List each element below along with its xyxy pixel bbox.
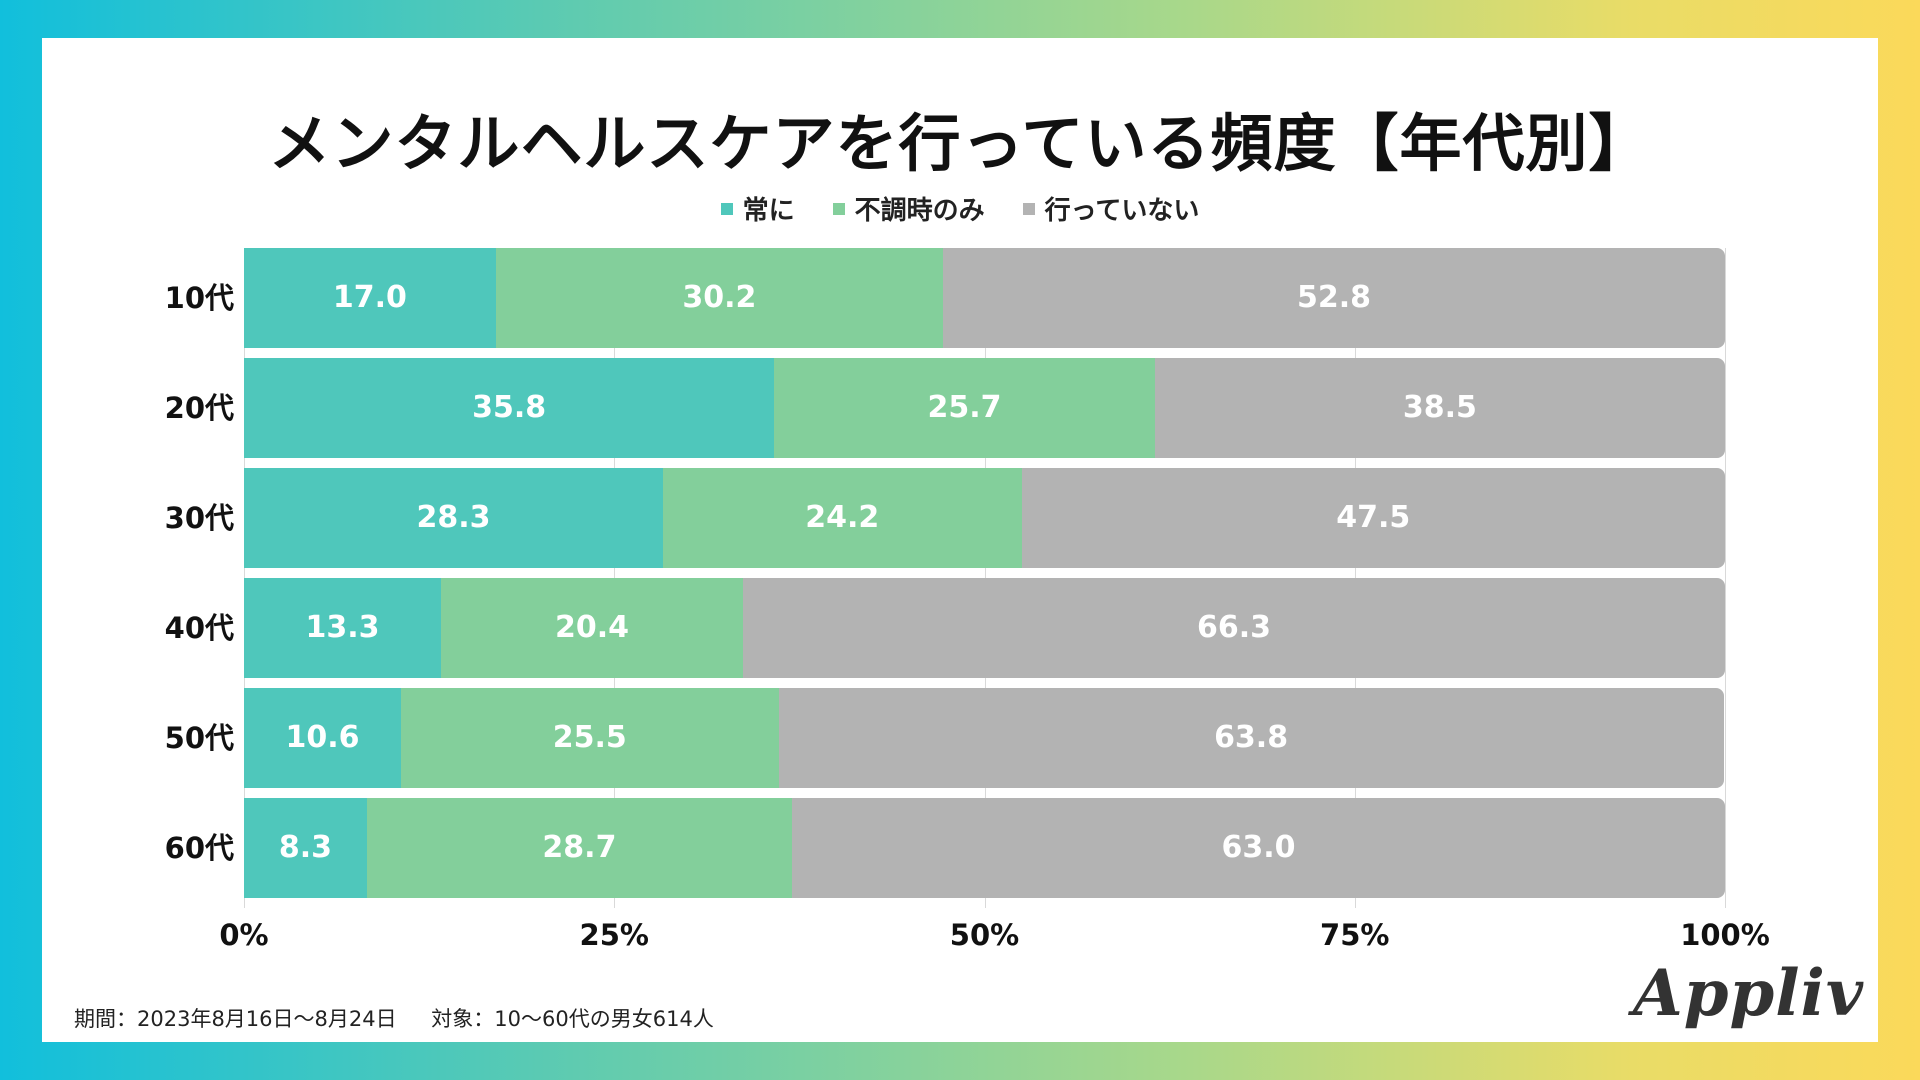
- bar-segment: 8.3: [244, 798, 367, 898]
- x-tick-label: 75%: [1320, 918, 1390, 952]
- bar-segment: 63.0: [791, 798, 1725, 898]
- legend-label: 常に: [742, 196, 795, 226]
- category-label: 50代: [164, 721, 234, 755]
- chart-legend: 常に 不調時のみ 行っていない: [42, 190, 1878, 227]
- bar-segment: 25.5: [400, 688, 779, 788]
- category-label: 40代: [164, 611, 234, 645]
- bar-segment: 30.2: [495, 248, 944, 348]
- survey-period: 期間：2023年8月16日〜8月24日: [74, 1007, 397, 1031]
- bar-row: 60代 8.3 28.7 63.0: [165, 798, 1725, 898]
- bar-segment: 28.3: [244, 468, 664, 568]
- bar-row: 10代 17.0 30.2 52.8: [165, 248, 1725, 348]
- bar-segment: 13.3: [244, 578, 441, 678]
- category-label: 60代: [164, 831, 234, 865]
- legend-swatch: [720, 202, 733, 215]
- x-tick-label: 100%: [1680, 918, 1770, 952]
- legend-swatch: [832, 202, 845, 215]
- x-tick-label: 50%: [949, 918, 1020, 952]
- survey-note: 期間：2023年8月16日〜8月24日 対象：10〜60代の男女614人: [74, 1003, 714, 1033]
- bar-segment: 47.5: [1021, 468, 1725, 568]
- brand-logo: Appliv: [1633, 956, 1864, 1031]
- x-tick-label: 25%: [579, 918, 649, 952]
- legend-swatch: [1022, 202, 1035, 215]
- chart-title: メンタルヘルスケアを行っている頻度【年代別】: [268, 107, 1652, 180]
- bar-row: 20代 35.8 25.7 38.5: [165, 358, 1725, 458]
- bar-segment: 63.8: [778, 688, 1724, 788]
- bar-segment: 10.6: [244, 688, 401, 788]
- bar-segment: 20.4: [440, 578, 744, 678]
- legend-item-3: 行っていない: [1022, 190, 1200, 227]
- bar-segment: 25.7: [774, 358, 1155, 458]
- category-label: 20代: [164, 391, 234, 425]
- legend-label: 不調時のみ: [854, 196, 985, 226]
- bar-segment: 24.2: [663, 468, 1022, 568]
- bar-segment: 38.5: [1154, 358, 1725, 458]
- bar-segment: 17.0: [244, 248, 496, 348]
- x-tick-label: 0%: [219, 918, 269, 952]
- survey-target: 対象：10〜60代の男女614人: [431, 1007, 714, 1031]
- bar-row: 50代 10.6 25.5 63.8: [165, 688, 1725, 788]
- bar-row: 40代 13.3 20.4 66.3: [165, 578, 1725, 678]
- gridline: [1725, 248, 1726, 908]
- legend-item-2: 不調時のみ: [832, 190, 985, 227]
- category-label: 10代: [164, 281, 234, 315]
- bar-segment: 66.3: [743, 578, 1725, 678]
- chart-card: メンタルヘルスケアを行っている頻度【年代別】 常に 不調時のみ 行っていない 10代…: [42, 38, 1878, 1042]
- bar-row: 30代 28.3 24.2 47.5: [165, 468, 1725, 568]
- bar-segment: 35.8: [244, 358, 775, 458]
- bar-segment: 52.8: [943, 248, 1725, 348]
- category-label: 30代: [164, 501, 234, 535]
- legend-item-1: 常に: [720, 190, 795, 227]
- legend-label: 行っていない: [1044, 196, 1200, 226]
- plot-area: 10代 17.0 30.2 52.8 20代 35.8 25.7 38.5 30代 28.3 24.…: [165, 248, 1726, 908]
- bar-segment: 28.7: [366, 798, 792, 898]
